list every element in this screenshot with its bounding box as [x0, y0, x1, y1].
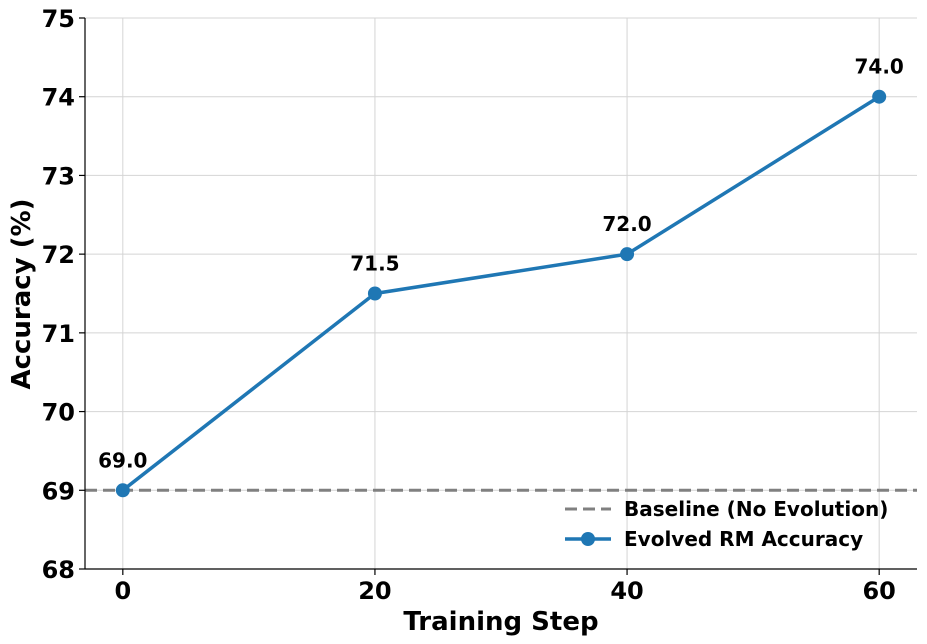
data-point	[367, 286, 382, 301]
legend-series-label: Evolved RM Accuracy	[624, 527, 863, 551]
y-tick-label: 73	[42, 162, 75, 190]
data-label: 71.5	[350, 252, 399, 276]
y-tick-label: 70	[42, 399, 75, 427]
y-tick-label: 71	[42, 320, 75, 348]
grid	[85, 17, 917, 570]
data-label: 72.0	[602, 212, 651, 236]
axes	[79, 17, 917, 575]
data-point	[872, 89, 887, 104]
y-axis-title: Accuracy (%)	[7, 198, 37, 389]
y-tick-label: 72	[42, 241, 75, 269]
y-tick-label: 75	[42, 5, 75, 33]
data-label: 69.0	[98, 448, 147, 472]
data-label: 74.0	[855, 55, 904, 79]
series-line	[121, 95, 881, 492]
x-tick-label: 0	[114, 577, 131, 605]
x-tick-label: 40	[610, 577, 643, 605]
x-tick-label: 60	[862, 577, 895, 605]
legend-baseline-label: Baseline (No Evolution)	[624, 497, 888, 521]
data-point	[620, 247, 635, 262]
legend: Baseline (No Evolution) Evolved RM Accura…	[565, 497, 888, 551]
y-tick-label: 69	[42, 477, 75, 505]
tick-labels: 0 20 40 60 68 69 70 71 72 73 74 75	[42, 5, 896, 605]
x-tick-label: 20	[358, 577, 391, 605]
series: 69.0 71.5 72.0 74.0	[98, 55, 904, 498]
data-point	[115, 483, 130, 498]
legend-series-marker	[581, 532, 595, 546]
y-tick-label: 74	[42, 84, 75, 112]
y-tick-label: 68	[42, 556, 75, 584]
x-axis-title: Training Step	[403, 607, 598, 637]
